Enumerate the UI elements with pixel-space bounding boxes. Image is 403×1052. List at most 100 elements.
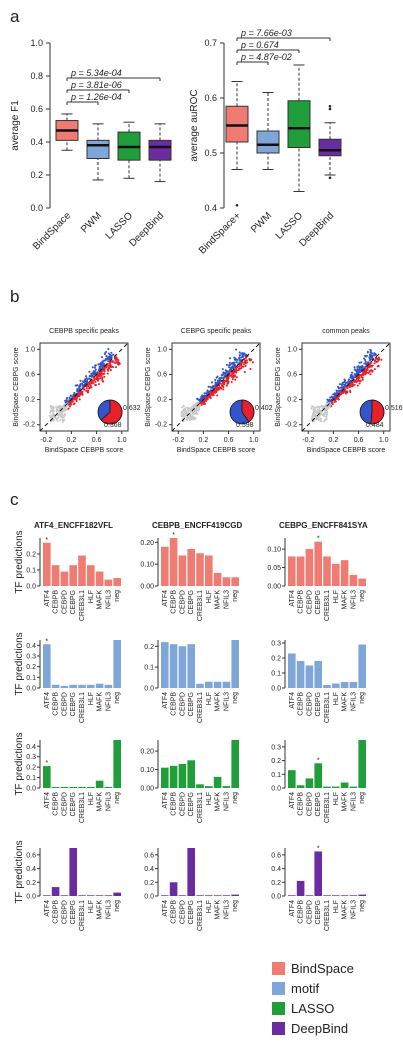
x-category-label: ATF4 — [44, 590, 51, 607]
scatter-point — [352, 383, 355, 386]
x-category-label: CREB3L1 — [324, 692, 331, 723]
y-tick-label: 0.0 — [26, 686, 36, 693]
column-title: CEBPG_ENCFF841SYA — [279, 521, 368, 530]
outlier-point — [328, 107, 332, 111]
bar — [178, 646, 187, 688]
scatter-point — [54, 417, 57, 420]
scatter-point — [189, 407, 192, 410]
pie-value-label: 0.368 — [104, 422, 122, 429]
scatter-point — [88, 377, 91, 380]
scatter-point — [107, 367, 110, 370]
scatter-point — [57, 415, 60, 418]
scatter-point — [230, 374, 233, 377]
scatter-point — [249, 359, 252, 362]
bar — [43, 542, 51, 586]
scatter-point — [217, 388, 220, 391]
panel-label-c: c — [10, 490, 19, 509]
scatter-title: CEBPG specific peaks — [181, 328, 252, 335]
bar — [95, 895, 104, 896]
scatter-point — [220, 387, 223, 390]
scatter-point — [102, 372, 106, 375]
y-tick-label: 0.1 — [271, 671, 281, 678]
y-tick-label: 0.2 — [26, 664, 36, 671]
scatter-point — [318, 405, 321, 409]
scatter-point — [234, 378, 237, 381]
scatter-point — [229, 368, 232, 371]
bar — [178, 555, 187, 586]
bar — [323, 895, 331, 896]
pie-slice-red — [241, 399, 255, 423]
bar — [113, 640, 121, 688]
scatter-title: common peaks — [322, 328, 370, 335]
scatter-point — [246, 361, 249, 364]
scatter-point — [85, 387, 88, 390]
scatter-point — [367, 365, 370, 368]
scatter-point — [214, 378, 217, 382]
x-category-label: CEBPB — [53, 900, 60, 924]
x-category-label: CEBPD — [306, 792, 313, 816]
scatter-b1: CEBPB specific peaks -0.2 0.2 0.6 1.0 -0.2 0.2… — [13, 328, 141, 454]
scatter-point — [100, 372, 103, 375]
scatter-point — [315, 418, 318, 421]
y-tick-label: 1.0 — [30, 38, 43, 48]
scatter-point — [248, 358, 251, 361]
bar — [340, 682, 349, 688]
x-category-label: CREB3L1 — [79, 692, 86, 723]
scatter-point — [373, 368, 376, 371]
bar — [288, 770, 296, 788]
x-category-label: NFIL3 — [223, 590, 230, 609]
x-tick-label: 0.6 — [224, 437, 234, 444]
scatter-point — [238, 357, 241, 360]
box-1 — [86, 139, 110, 160]
bar — [87, 786, 95, 788]
scatter-point — [376, 358, 379, 361]
scatter-point — [109, 353, 112, 356]
scatter-title: CEBPB specific peaks — [49, 328, 119, 335]
scatter-point — [81, 390, 84, 393]
scatter-point — [358, 361, 361, 364]
scatter-point — [61, 420, 65, 423]
bar — [196, 683, 204, 688]
scatter-point — [106, 364, 109, 367]
scatter-point — [225, 376, 228, 379]
scatter-point — [373, 352, 376, 355]
scatter-point — [87, 383, 91, 386]
scatter-point — [228, 361, 231, 364]
scatter-point — [84, 379, 87, 382]
bar — [161, 767, 169, 788]
significance-star: * — [45, 760, 48, 767]
scatter-point — [231, 375, 235, 378]
bar-panel: 0.0 0.1 0.2 0.3 0.4 * ATF4 CEBPB CEBPD CEBPG CREB3… — [26, 740, 121, 823]
bar — [358, 578, 366, 586]
scatter-point — [102, 380, 105, 383]
scatter-point — [315, 406, 318, 409]
bar — [305, 895, 314, 896]
scatter-point — [81, 393, 84, 396]
y-tick-label: 0.6 — [271, 852, 281, 859]
y-tick-label: 0.1 — [26, 775, 36, 782]
scatter-point — [74, 384, 77, 387]
y-tick-label: 0.00 — [267, 584, 281, 591]
scatter-point — [224, 373, 227, 376]
pvalue-label: p = 1.26e-04 — [70, 92, 122, 102]
bar — [213, 681, 222, 688]
scatter-point — [84, 375, 88, 378]
y-tick-label: -0.2 — [285, 422, 297, 429]
scatter-point — [320, 405, 323, 408]
y-tick-label: 0.00 — [140, 786, 154, 793]
scatter-point — [349, 383, 352, 387]
bar — [231, 740, 239, 788]
y-tick-label: 0.2 — [287, 397, 297, 404]
bar — [60, 786, 69, 788]
scatter-point — [322, 413, 325, 416]
scatter-point — [216, 381, 220, 384]
bar — [231, 577, 239, 586]
scatter-point — [373, 362, 376, 365]
scatter-point — [181, 406, 184, 409]
scatter-point — [362, 374, 365, 377]
x-category-label: neg — [232, 900, 239, 912]
scatter-point — [230, 380, 233, 384]
x-axis-label: BindSpace CEBPB score — [177, 447, 256, 454]
x-category-label: HLF — [206, 792, 213, 805]
outlier-point — [235, 203, 239, 207]
